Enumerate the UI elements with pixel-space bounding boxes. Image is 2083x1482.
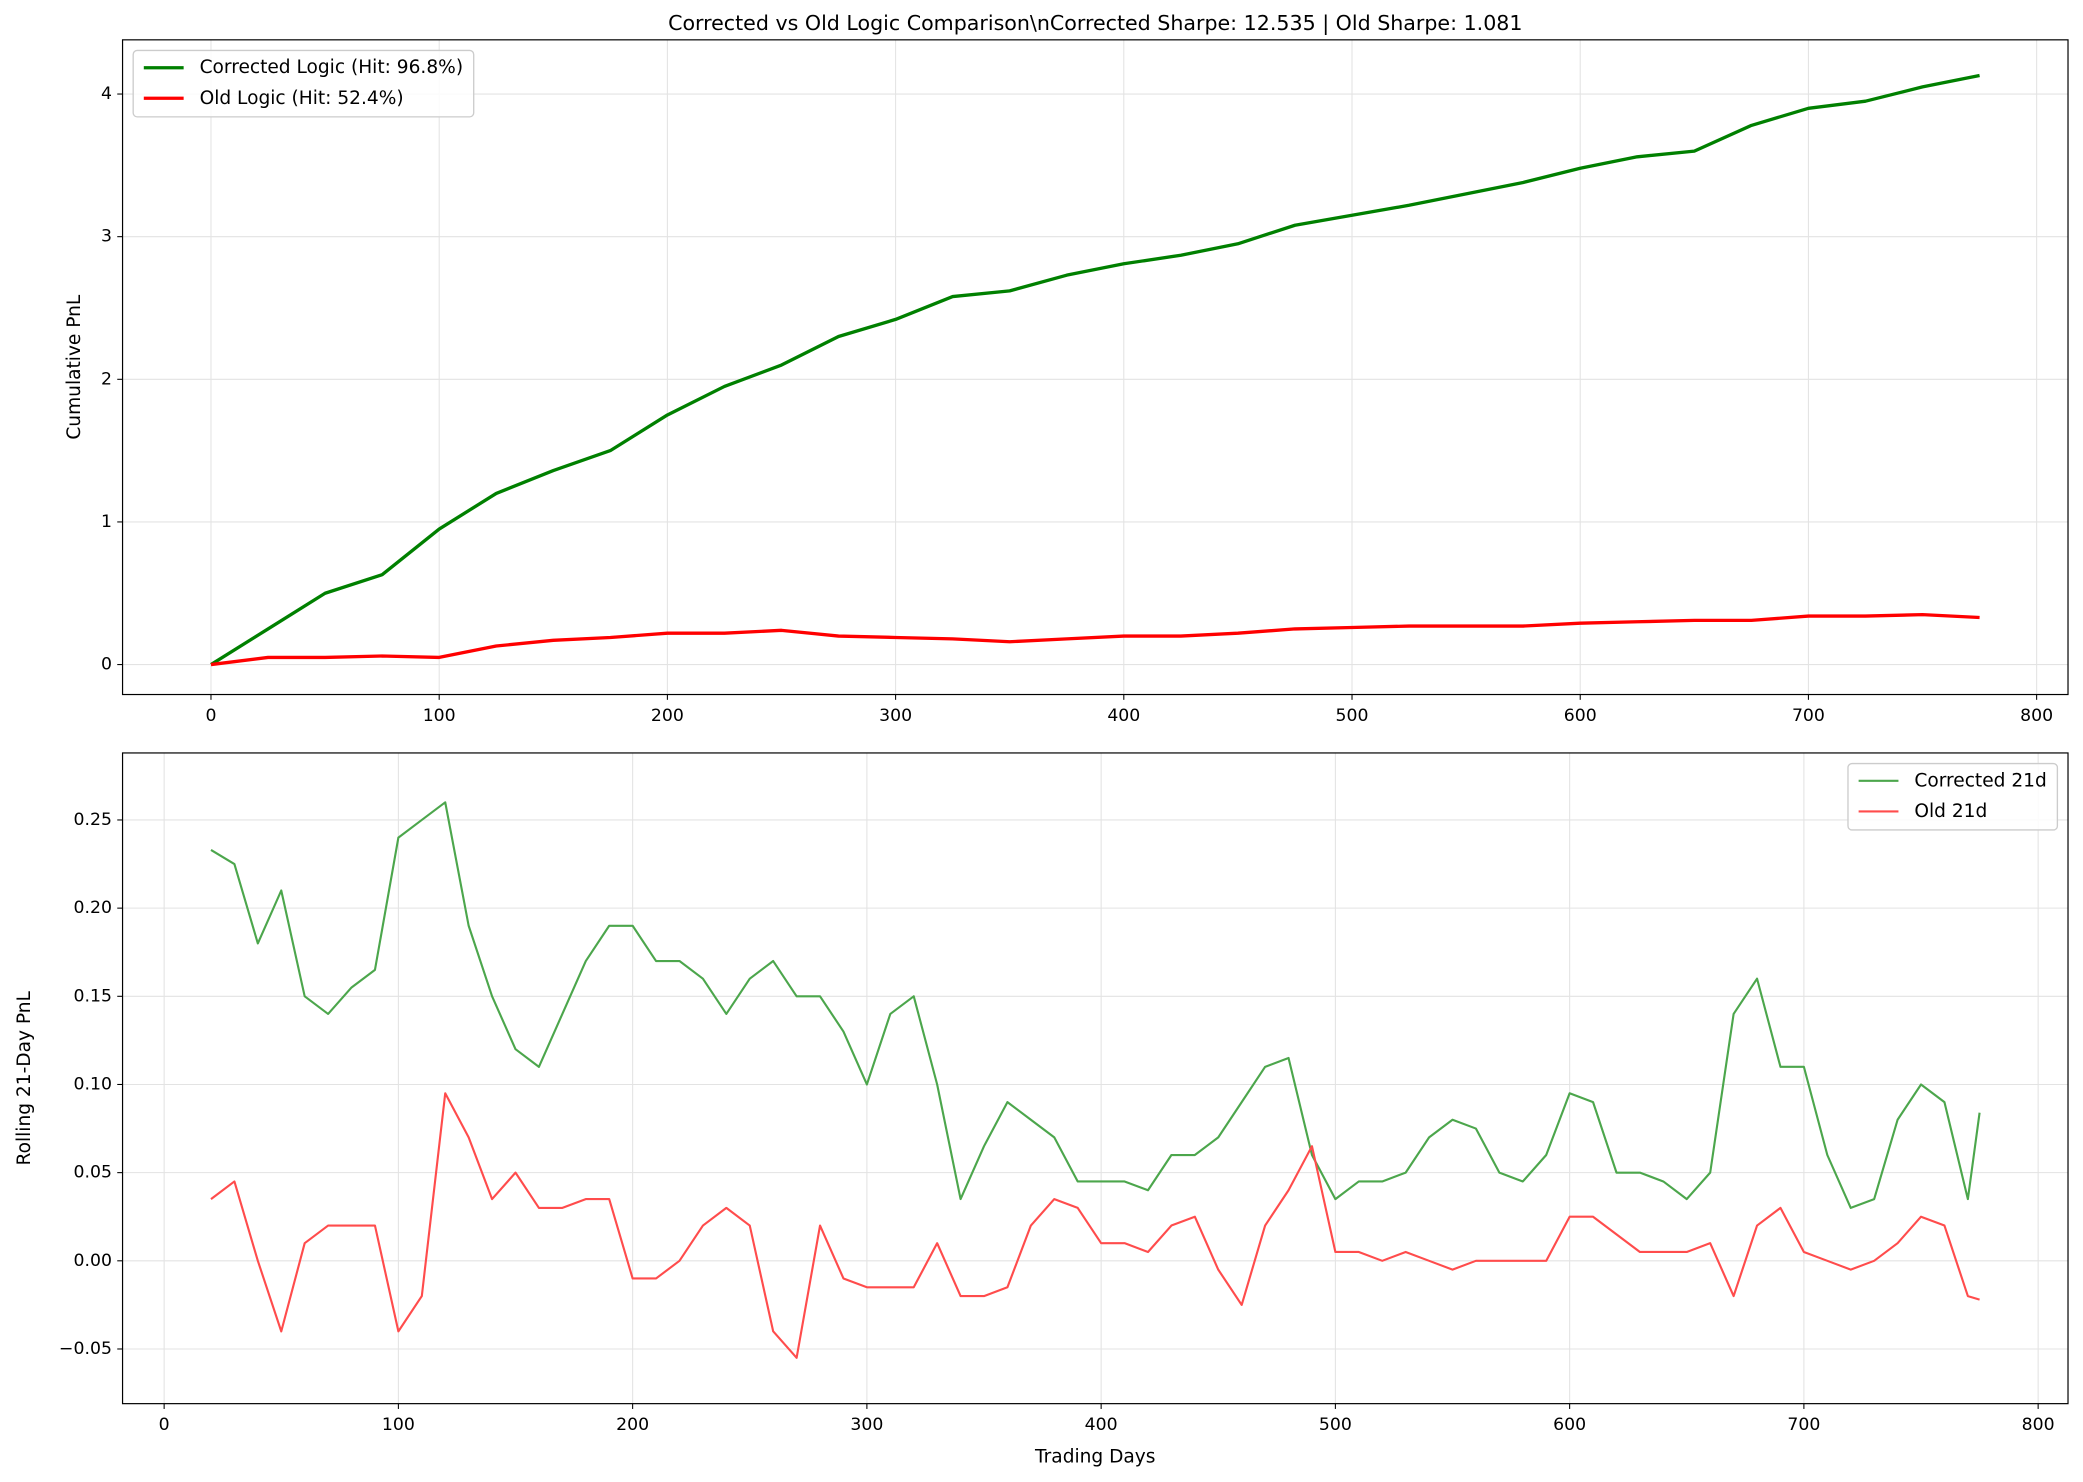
x-tick-label: 200 [616, 1415, 649, 1435]
x-tick-label: 400 [1107, 706, 1140, 726]
axes-frame [121, 39, 2069, 696]
legend-frame [1847, 762, 2059, 831]
legend-label: Corrected 21d [1914, 770, 2046, 791]
legend-label: Old Logic (Hit: 52.4%) [200, 88, 404, 109]
y-tick-label: 4 [101, 84, 112, 104]
x-tick-label: 300 [850, 1415, 883, 1435]
legend-label: Corrected Logic (Hit: 96.8%) [200, 57, 464, 78]
legend-label: Old 21d [1914, 801, 1987, 822]
x-tick-label: 700 [1792, 706, 1825, 726]
chart-title: Corrected vs Old Logic Comparison\nCorre… [668, 11, 1522, 36]
x-tick-label: 100 [423, 706, 456, 726]
y-tick-label: 3 [101, 227, 112, 247]
legend-frame [132, 49, 475, 118]
y-tick-label: 0 [101, 655, 112, 675]
axes-frame [121, 752, 2069, 1405]
x-tick-label: 800 [2022, 1415, 2055, 1435]
series-line [210, 801, 1981, 1209]
x-tick-label: 500 [1319, 1415, 1352, 1435]
y-tick-label: 0.15 [74, 986, 112, 1006]
legend: Corrected 21d Old 21d [1847, 762, 2059, 831]
y-tick-label: 1 [101, 512, 112, 532]
y-tick-label: 0.10 [74, 1074, 112, 1094]
series-line [210, 1092, 1980, 1359]
series-line [210, 73, 1980, 666]
x-tick-label: 0 [205, 706, 216, 726]
y-tick-label: −0.05 [59, 1339, 112, 1359]
y-tick-label: 0.25 [74, 810, 112, 830]
y-tick-label: 0.05 [74, 1163, 112, 1183]
x-tick-label: 100 [382, 1415, 415, 1435]
x-tick-label: 500 [1336, 706, 1369, 726]
y-axis-label: Rolling 21-Day PnL [14, 990, 35, 1165]
x-tick-label: 600 [1553, 1415, 1586, 1435]
y-tick-label: 0.20 [74, 898, 112, 918]
x-axis-label: Trading Days [1034, 1446, 1155, 1467]
x-tick-label: 800 [2020, 706, 2053, 726]
x-tick-label: 200 [651, 706, 684, 726]
y-tick-label: 2 [101, 369, 112, 389]
series-line [210, 612, 1980, 667]
x-tick-label: 300 [879, 706, 912, 726]
x-tick-label: 400 [1085, 1415, 1118, 1435]
x-tick-label: 600 [1564, 706, 1597, 726]
legend: Corrected Logic (Hit: 96.8%) Old Logic (H… [132, 49, 475, 118]
x-tick-label: 0 [159, 1415, 170, 1435]
x-tick-label: 700 [1787, 1415, 1820, 1435]
y-tick-label: 0.00 [74, 1251, 112, 1271]
y-axis-label: Cumulative PnL [64, 294, 85, 440]
